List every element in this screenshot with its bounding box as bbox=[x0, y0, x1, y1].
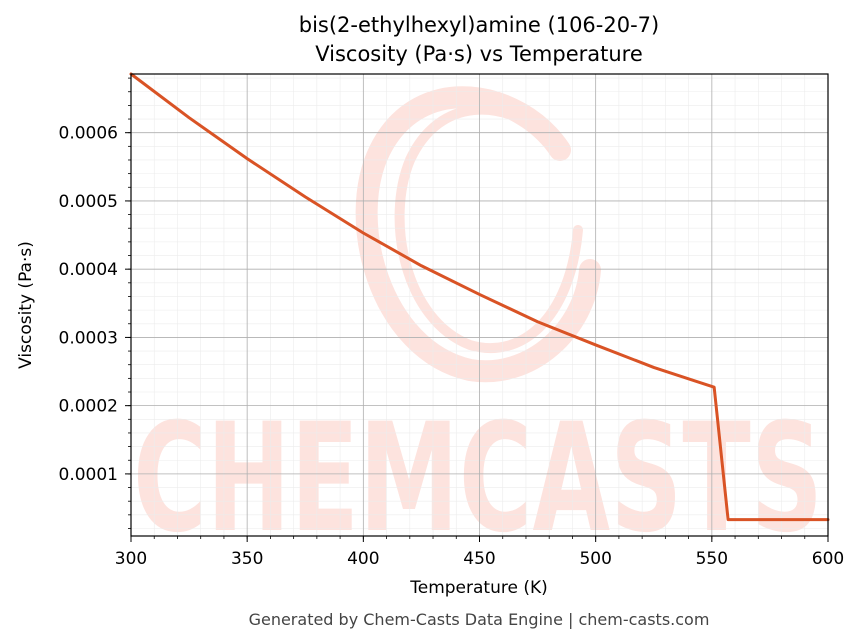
y-tick-label: 0.0006 bbox=[59, 124, 118, 144]
x-tick-label: 500 bbox=[579, 549, 611, 569]
x-tick-label: 300 bbox=[115, 549, 147, 569]
watermark: CHEMCASTS bbox=[133, 86, 823, 566]
chart-title: bis(2-ethylhexyl)amine (106-20-7) bbox=[299, 13, 659, 37]
x-tick-label: 450 bbox=[463, 549, 495, 569]
x-axis-label: Temperature (K) bbox=[409, 578, 548, 598]
x-tick-label: 600 bbox=[812, 549, 844, 569]
y-tick-label: 0.0005 bbox=[59, 192, 118, 212]
x-axis: 300 350 400 450 500 550 600 bbox=[115, 536, 844, 569]
y-tick-label: 0.0001 bbox=[59, 465, 118, 485]
y-axis: 0.0001 0.0002 0.0003 0.0004 0.0005 0.0006 bbox=[59, 77, 131, 529]
y-tick-label: 0.0002 bbox=[59, 397, 118, 417]
series-line bbox=[129, 72, 830, 522]
y-tick-label: 0.0004 bbox=[59, 260, 118, 280]
y-axis-label: Viscosity (Pa·s) bbox=[16, 241, 36, 369]
watermark-text: CHEMCASTS bbox=[133, 392, 823, 566]
x-tick-label: 400 bbox=[347, 549, 379, 569]
watermark-logo-swirl bbox=[355, 86, 601, 383]
series-layer bbox=[129, 72, 830, 522]
y-tick-label: 0.0003 bbox=[59, 328, 118, 348]
x-tick-label: 550 bbox=[696, 549, 728, 569]
footer-credit: Generated by Chem-Casts Data Engine | ch… bbox=[249, 610, 710, 629]
chart-subtitle: Viscosity (Pa·s) vs Temperature bbox=[315, 42, 643, 66]
x-tick-label: 350 bbox=[231, 549, 263, 569]
